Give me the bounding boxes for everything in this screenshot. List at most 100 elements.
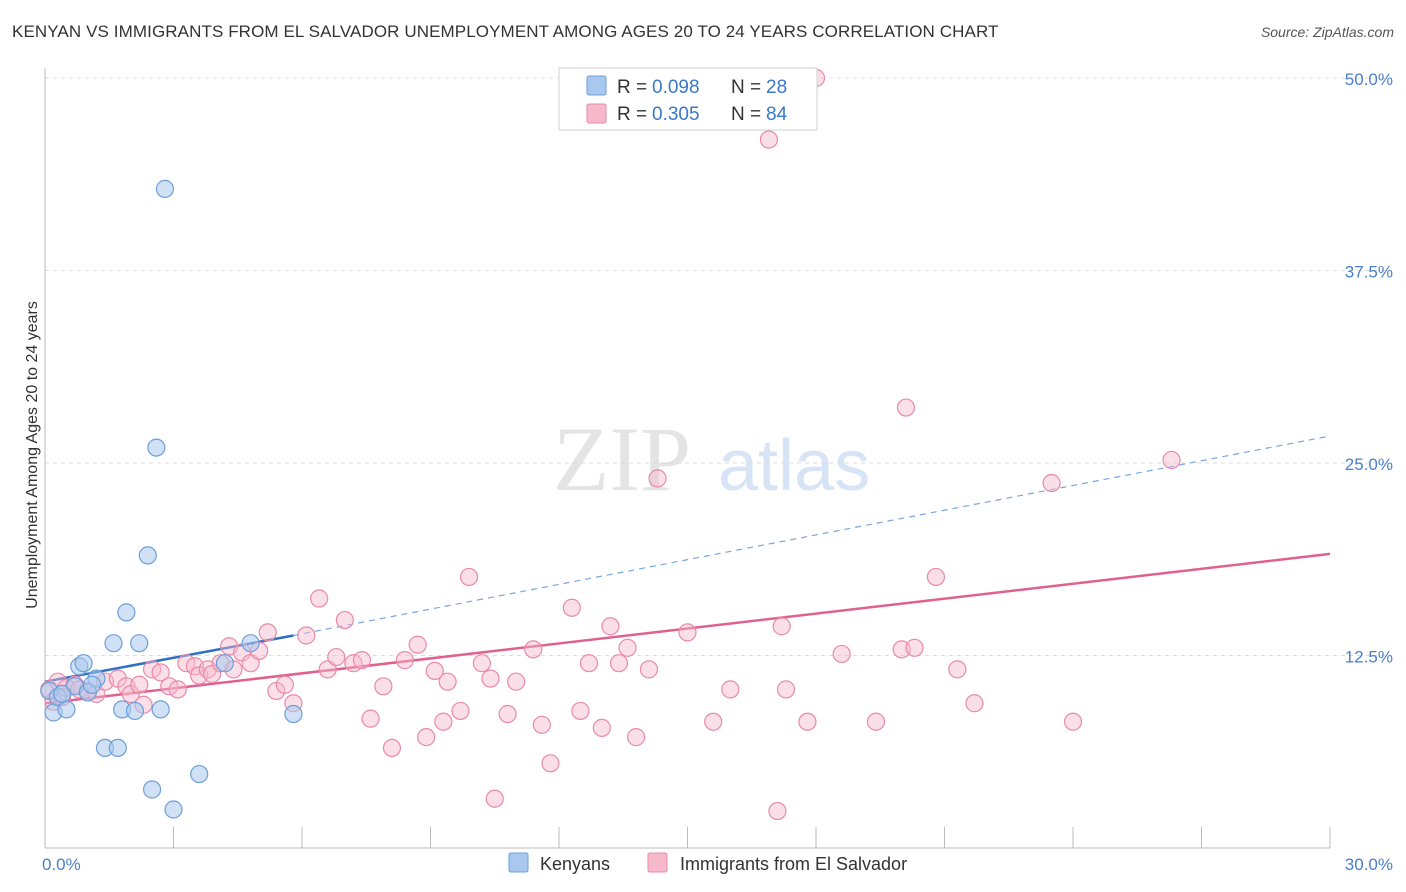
salvador-point bbox=[168, 680, 187, 699]
salvador-point bbox=[772, 617, 791, 636]
salvador-point bbox=[532, 715, 551, 734]
kenyans-point bbox=[241, 634, 260, 653]
kenyans-point bbox=[108, 738, 127, 758]
bottom-legend-salvador-label: Immigrants from El Salvador bbox=[680, 854, 907, 874]
salvador-point bbox=[1063, 712, 1083, 731]
salvador-point bbox=[759, 130, 778, 149]
salvador-point bbox=[648, 469, 667, 488]
legend-salvador-n-label: N = bbox=[731, 104, 761, 125]
salvador-point bbox=[361, 709, 380, 728]
trendline-salvador bbox=[44, 552, 1331, 705]
salvador-point bbox=[485, 789, 504, 808]
legend-kenyans-n-label: N = bbox=[731, 77, 761, 98]
bottom-legend-salvador-swatch bbox=[647, 852, 668, 873]
watermark-atlas: atlas bbox=[718, 426, 870, 506]
chart-title: KENYAN VS IMMIGRANTS FROM EL SALVADOR UN… bbox=[12, 22, 999, 41]
legend-kenyans-swatch bbox=[586, 75, 607, 96]
salvador-point bbox=[352, 651, 372, 670]
salvador-point bbox=[374, 677, 393, 696]
bottom-legend: Kenyans Immigrants from El Salvador bbox=[508, 852, 907, 874]
kenyans-point bbox=[125, 701, 145, 721]
salvador-point bbox=[130, 675, 149, 694]
kenyans-point bbox=[142, 780, 162, 799]
salvador-point bbox=[382, 738, 402, 758]
salvador-point bbox=[524, 640, 543, 659]
bottom-legend-kenyans-swatch bbox=[508, 852, 529, 873]
salvador-point bbox=[481, 669, 500, 688]
salvador-point bbox=[258, 623, 277, 642]
legend-kenyans-r-label: R = bbox=[617, 77, 647, 98]
salvador-point bbox=[335, 610, 354, 630]
kenyans-point bbox=[83, 675, 102, 694]
salvador-point bbox=[678, 623, 697, 642]
salvador-point bbox=[926, 567, 946, 587]
salvador-point bbox=[948, 660, 967, 679]
salvador-point bbox=[768, 801, 787, 821]
salvador-point bbox=[639, 660, 659, 679]
salvador-point bbox=[472, 654, 491, 673]
kenyans-point bbox=[190, 764, 209, 784]
series-salvador-points bbox=[40, 68, 1181, 821]
x-tick-label: 0.0% bbox=[42, 855, 81, 874]
salvador-point bbox=[592, 718, 611, 737]
kenyans-point bbox=[151, 700, 170, 719]
salvador-point bbox=[896, 398, 916, 417]
salvador-point bbox=[275, 675, 294, 694]
kenyans-point bbox=[104, 634, 123, 653]
y-tick-label: 12.5% bbox=[1345, 648, 1393, 667]
kenyans-point bbox=[74, 654, 93, 673]
salvador-point bbox=[562, 598, 581, 617]
salvador-point bbox=[297, 626, 316, 645]
legend-salvador-n-value: 84 bbox=[766, 104, 788, 125]
kenyans-point bbox=[53, 684, 72, 704]
salvador-point bbox=[965, 694, 984, 713]
grid-lines bbox=[45, 77, 1392, 656]
salvador-point bbox=[417, 728, 436, 747]
salvador-point bbox=[1162, 450, 1181, 470]
salvador-point bbox=[704, 712, 723, 731]
kenyans-point bbox=[57, 700, 76, 719]
salvador-point bbox=[507, 672, 526, 691]
salvador-point bbox=[626, 728, 646, 747]
x-tick-label: 30.0% bbox=[1345, 855, 1393, 874]
series-kenyans-points bbox=[40, 179, 303, 819]
salvador-point bbox=[438, 672, 457, 691]
y-tick-label: 37.5% bbox=[1345, 263, 1393, 282]
salvador-point bbox=[327, 647, 346, 667]
legend-salvador-r-value: 0.305 bbox=[652, 104, 700, 125]
salvador-point bbox=[798, 712, 817, 731]
salvador-point bbox=[498, 704, 517, 724]
kenyans-point bbox=[117, 603, 136, 622]
kenyans-point bbox=[130, 634, 149, 653]
salvador-point bbox=[1042, 473, 1061, 493]
kenyans-point bbox=[155, 179, 175, 198]
salvador-point bbox=[541, 754, 560, 773]
salvador-point bbox=[425, 661, 444, 681]
salvador-point bbox=[241, 654, 260, 673]
kenyans-point bbox=[284, 704, 303, 724]
tick-labels: 12.5% 25.0% 37.5% 50.0% 0.0% 30.0% bbox=[42, 70, 1393, 874]
salvador-point bbox=[721, 680, 740, 699]
y-axis-label: Unemployment Among Ages 20 to 24 years bbox=[24, 301, 41, 609]
legend-salvador-r-label: R = bbox=[617, 104, 647, 125]
salvador-point bbox=[571, 701, 590, 721]
kenyans-point bbox=[138, 546, 157, 565]
salvador-point bbox=[434, 712, 453, 731]
kenyans-point bbox=[147, 438, 166, 457]
legend-box: R = 0.098 N = 28 R = 0.305 N = 84 bbox=[558, 67, 818, 131]
salvador-point bbox=[832, 644, 851, 664]
bottom-legend-kenyans-label: Kenyans bbox=[540, 854, 610, 874]
salvador-point bbox=[318, 660, 337, 679]
salvador-point bbox=[395, 651, 414, 670]
y-tick-label: 25.0% bbox=[1345, 455, 1393, 474]
kenyans-point bbox=[215, 654, 234, 673]
salvador-point bbox=[408, 635, 427, 654]
legend-kenyans-n-value: 28 bbox=[766, 77, 787, 98]
source-credit: Source: ZipAtlas.com bbox=[1260, 24, 1394, 40]
salvador-point bbox=[776, 680, 796, 699]
legend-kenyans-r-value: 0.098 bbox=[652, 77, 700, 98]
salvador-point bbox=[459, 567, 479, 587]
salvador-point bbox=[579, 654, 599, 673]
legend-salvador-swatch bbox=[586, 103, 607, 124]
